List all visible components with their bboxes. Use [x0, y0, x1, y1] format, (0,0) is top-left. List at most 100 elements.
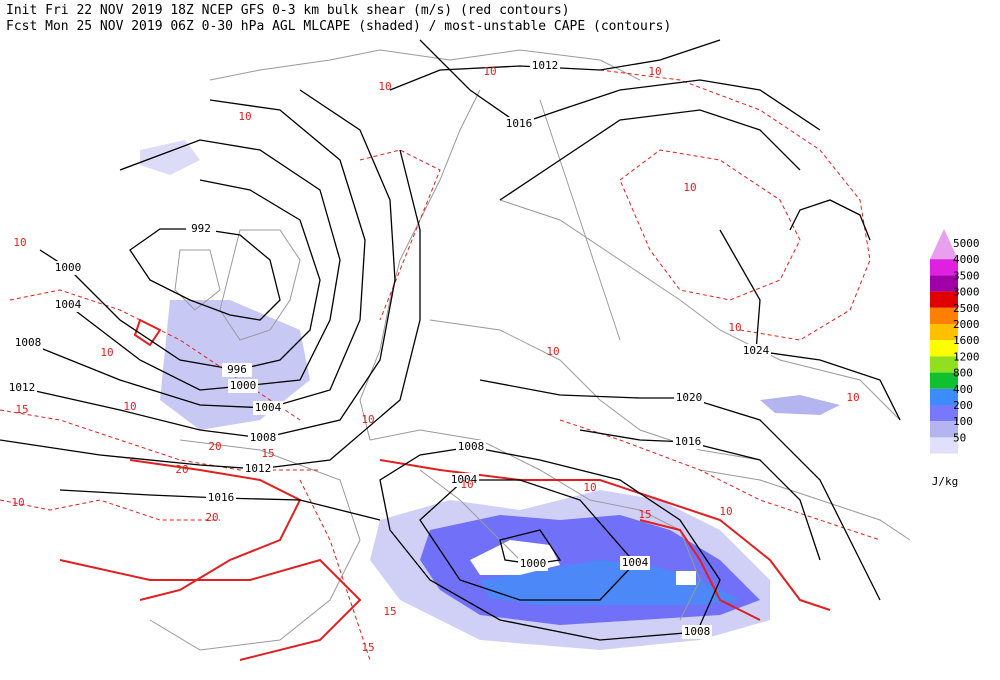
legend-label: 1200 — [953, 350, 980, 363]
shear-contour — [559, 419, 881, 541]
shear-label: 15 — [638, 508, 651, 521]
shear-label: 10 — [719, 505, 732, 518]
isobar-label: 1000 — [55, 261, 82, 274]
label-box — [53, 261, 83, 275]
legend-swatch — [930, 291, 958, 308]
legend-swatch — [930, 259, 958, 276]
shear-label: 10 — [123, 400, 136, 413]
shear-label: 10 — [460, 478, 473, 491]
isobar-label: 996 — [227, 363, 247, 376]
label-box — [222, 363, 252, 377]
shear-contour — [129, 459, 302, 601]
label-box — [676, 571, 696, 585]
legend-swatch — [930, 307, 958, 324]
legend-swatch — [930, 356, 958, 373]
isobar-label: 1016 — [506, 117, 533, 130]
shear-label: 15 — [383, 605, 396, 618]
contour-labels: 1012101699210001004100810129961000100410… — [7, 59, 860, 654]
border — [499, 199, 901, 421]
legend-swatch — [930, 372, 958, 389]
isobar — [0, 149, 421, 470]
shear-label: 10 — [846, 391, 859, 404]
shear-contour — [599, 69, 871, 341]
isobar-label: 992 — [191, 222, 211, 235]
border — [539, 99, 621, 341]
isobar — [479, 379, 881, 601]
legend-label: 2000 — [953, 318, 980, 331]
label-box — [243, 462, 273, 476]
shear-label: 10 — [683, 181, 696, 194]
coastline — [149, 439, 361, 651]
label-box — [674, 391, 704, 405]
coastline — [699, 469, 911, 541]
isobar — [579, 429, 821, 561]
legend-swatch — [930, 388, 958, 405]
label-box — [53, 298, 83, 312]
isobar-label: 1008 — [250, 431, 277, 444]
cape-area — [480, 560, 740, 605]
legend-label: 800 — [953, 367, 973, 380]
isobar — [27, 99, 366, 409]
legend-label: 3000 — [953, 286, 980, 299]
shear-label: 10 — [648, 65, 661, 78]
shear-label: 10 — [378, 80, 391, 93]
isobar-label: 1012 — [532, 59, 559, 72]
label-box — [456, 440, 486, 454]
legend-label: 100 — [953, 415, 973, 428]
isobar-label: 1004 — [622, 556, 649, 569]
isobar-label: 1000 — [520, 557, 547, 570]
shear-label: 10 — [583, 481, 596, 494]
legend-swatch — [930, 437, 958, 454]
isobar-label: 1004 — [255, 401, 282, 414]
isobar — [129, 228, 281, 321]
label-box — [620, 556, 650, 570]
legend-label: 200 — [953, 399, 973, 412]
shear-contour — [299, 479, 371, 661]
legend-swatch — [930, 275, 958, 292]
shear-label: 10 — [11, 496, 24, 509]
shear-label: 20 — [205, 511, 218, 524]
coastline — [219, 229, 301, 341]
isobar-label: 1016 — [675, 435, 702, 448]
shear-label: 15 — [261, 447, 274, 460]
label-box — [253, 401, 283, 415]
coastline — [209, 49, 641, 81]
shear-label: 10 — [13, 236, 26, 249]
shear-contour — [639, 519, 761, 621]
shear-label: 10 — [546, 345, 559, 358]
label-box — [518, 557, 548, 571]
isobar — [21, 89, 396, 439]
label-box — [673, 435, 703, 449]
isobar-label: 1008 — [15, 336, 42, 349]
legend-swatch — [930, 324, 958, 341]
label-box — [741, 344, 771, 358]
label-box — [504, 117, 534, 131]
isobar-label: 1020 — [676, 391, 703, 404]
shear-label: 10 — [361, 413, 374, 426]
shear-label: 10 — [483, 65, 496, 78]
label-box — [206, 491, 236, 505]
label-box — [248, 431, 278, 445]
legend-unit: J/kg — [932, 475, 959, 488]
coastline — [359, 89, 481, 441]
shear-label: 10 — [238, 110, 251, 123]
isobar-label: 1008 — [684, 625, 711, 638]
shear-label: 10 — [728, 321, 741, 334]
isobar-label: 1004 — [451, 473, 478, 486]
label-box — [228, 379, 258, 393]
label-box — [186, 222, 216, 236]
coastline — [174, 249, 221, 311]
legend-label: 400 — [953, 383, 973, 396]
isobar-label: 1000 — [230, 379, 257, 392]
legend-label: 2500 — [953, 302, 980, 315]
isobar-label: 1012 — [9, 381, 36, 394]
shear-contour — [133, 318, 162, 347]
isobar-label: 1004 — [55, 298, 82, 311]
isobar-label: 1012 — [245, 462, 272, 475]
isobar — [789, 199, 871, 241]
isobar — [419, 39, 821, 131]
shear-label: 15 — [15, 403, 28, 416]
isobar — [67, 179, 321, 371]
